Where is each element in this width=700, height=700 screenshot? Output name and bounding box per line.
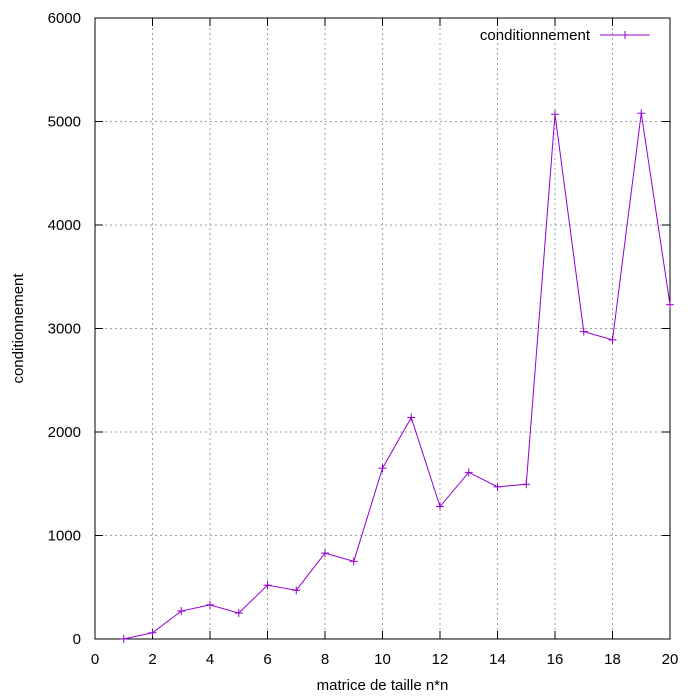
series <box>119 109 674 643</box>
data-point-marker <box>551 110 559 119</box>
x-tick-labels: 0 2 4 6 8 10 12 14 16 18 20 <box>91 651 679 668</box>
grid <box>95 18 670 639</box>
data-point-marker <box>119 634 128 643</box>
x-tick-label: 16 <box>547 651 564 668</box>
data-point-marker <box>436 502 444 511</box>
y-tick-label: 5000 <box>48 114 81 131</box>
data-point-marker <box>608 335 617 344</box>
data-point-marker <box>177 607 186 616</box>
y-tick-label: 2000 <box>48 424 81 441</box>
legend-marker <box>621 31 629 39</box>
y-tick-label: 0 <box>73 631 81 648</box>
y-tick-label: 6000 <box>48 10 81 27</box>
data-point-marker <box>637 109 646 118</box>
y-tick-labels: 0 1000 2000 3000 4000 5000 6000 <box>48 10 81 648</box>
y-tick-label: 4000 <box>48 217 81 234</box>
x-tick-label: 18 <box>604 651 621 668</box>
x-tick-label: 6 <box>263 651 271 668</box>
data-point-marker <box>666 300 674 309</box>
x-tick-label: 8 <box>321 651 329 668</box>
data-point-marker <box>349 557 358 566</box>
x-axis-title: matrice de taille n*n <box>317 677 449 694</box>
x-tick-label: 0 <box>91 651 99 668</box>
data-point-marker <box>579 327 588 336</box>
legend-label: conditionnement <box>480 27 591 44</box>
data-point-marker <box>407 413 416 422</box>
data-point-marker <box>522 480 531 489</box>
legend: conditionnement <box>480 27 650 44</box>
x-tick-label: 4 <box>206 651 214 668</box>
x-tick-label: 2 <box>148 651 156 668</box>
data-point-marker <box>148 628 157 637</box>
y-tick-label: 1000 <box>48 528 81 545</box>
data-point-marker <box>234 609 243 618</box>
data-point-marker <box>464 468 473 477</box>
data-point-marker <box>493 482 502 491</box>
data-point-marker <box>263 581 272 590</box>
data-point-marker <box>206 600 214 609</box>
y-tick-label: 3000 <box>48 321 81 338</box>
x-tick-label: 20 <box>662 651 679 668</box>
data-point-marker <box>378 464 387 473</box>
series-line <box>123 113 671 640</box>
y-axis-title: conditionnement <box>10 273 27 384</box>
axis-ticks <box>94 17 671 640</box>
x-tick-label: 12 <box>432 651 449 668</box>
data-point-marker <box>292 586 301 595</box>
x-tick-label: 14 <box>489 651 506 668</box>
data-point-marker <box>321 549 329 558</box>
x-tick-label: 10 <box>374 651 391 668</box>
